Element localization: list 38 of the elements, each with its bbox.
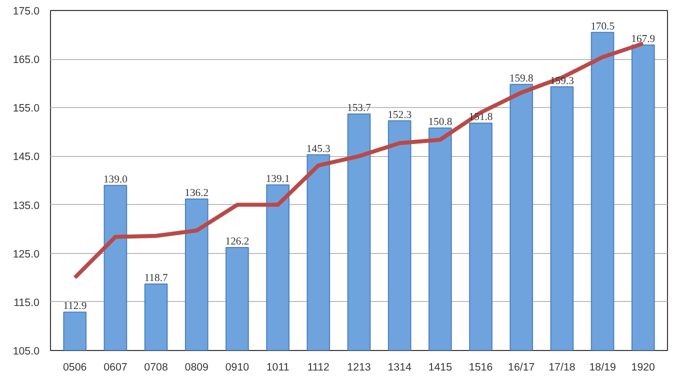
data-label: 152.3 xyxy=(388,110,412,121)
x-tick-label: 0607 xyxy=(104,362,128,374)
x-tick-label: 1516 xyxy=(468,362,493,374)
data-label: 112.9 xyxy=(63,301,87,312)
x-tick-label: 1011 xyxy=(266,362,290,374)
data-label: 153.7 xyxy=(347,102,372,114)
x-tick-label: 0809 xyxy=(184,362,209,374)
y-tick-label: 135.0 xyxy=(12,200,40,212)
data-label: 170.5 xyxy=(590,21,615,32)
data-label: 150.8 xyxy=(428,117,452,128)
data-label: 118.7 xyxy=(144,272,168,284)
y-tick-label: 175.0 xyxy=(12,6,40,18)
x-tick-label: 1314 xyxy=(388,362,412,374)
x-tick-label: 0708 xyxy=(144,362,168,374)
data-label: 159.8 xyxy=(509,73,534,84)
x-tick-label: 18/19 xyxy=(589,362,616,374)
data-label: 167.9 xyxy=(631,34,656,45)
y-tick-label: 155.0 xyxy=(12,102,40,115)
x-tick-label: 0506 xyxy=(63,362,87,374)
data-label: 136.2 xyxy=(184,188,209,199)
data-label: 126.2 xyxy=(225,236,250,248)
x-tick-label: 17/18 xyxy=(548,362,576,374)
x-tick-label: 1213 xyxy=(347,362,371,374)
y-tick-label: 125.0 xyxy=(12,248,40,260)
x-tick-label: 1920 xyxy=(631,362,656,374)
x-tick-label: 16/17 xyxy=(508,362,535,374)
data-label: 159.3 xyxy=(550,76,574,87)
data-label: 139.0 xyxy=(103,174,128,186)
x-tick-label: 0910 xyxy=(225,362,250,374)
line-series xyxy=(72,42,646,280)
y-tick-label: 165.0 xyxy=(12,54,40,66)
x-tick-label: 1415 xyxy=(428,362,452,374)
data-label: 145.3 xyxy=(306,144,330,155)
x-tick-label: 1112 xyxy=(307,362,330,374)
data-label: 139.1 xyxy=(266,174,290,185)
y-tick-label: 115.0 xyxy=(14,296,40,309)
y-tick-label: 145.0 xyxy=(12,151,40,164)
y-tick-label: 105.0 xyxy=(12,346,40,358)
